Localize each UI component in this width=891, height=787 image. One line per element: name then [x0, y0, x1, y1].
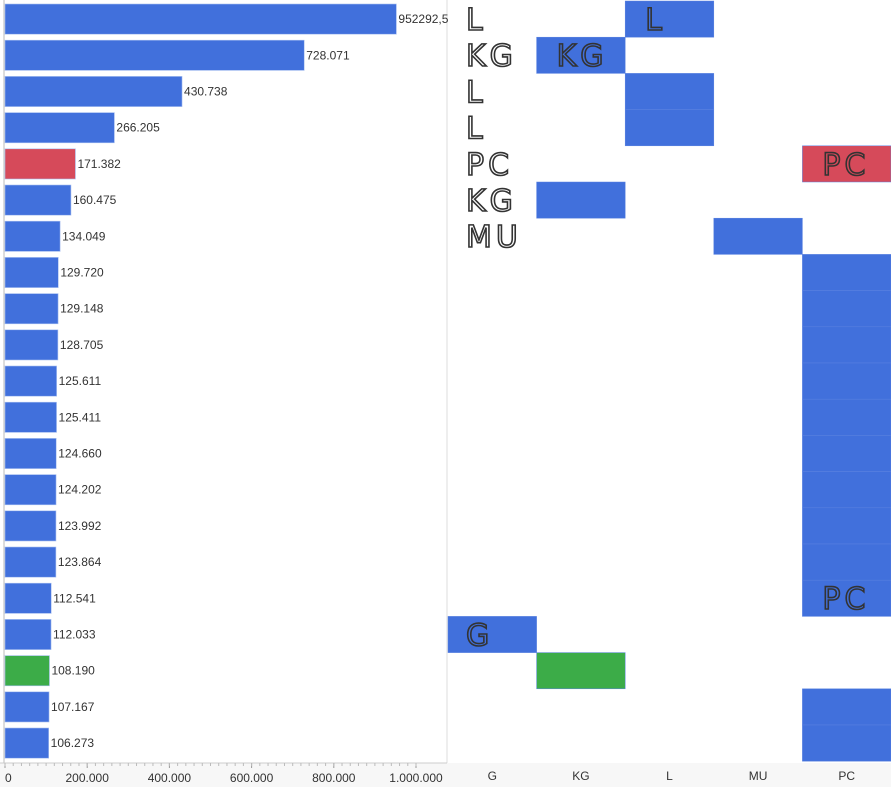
heatmap-cell: [802, 398, 891, 436]
bar-data-label: 112.541: [53, 591, 96, 605]
handwritten-annotation: L: [645, 3, 666, 38]
bar-data-label: 728.071: [306, 48, 350, 62]
bar-data-label: 160.475: [73, 193, 117, 207]
heatmap-cell: [624, 109, 715, 147]
bar: [4, 582, 52, 614]
bar-data-label: 128.705: [60, 338, 104, 352]
heatmap-cell: [802, 326, 891, 364]
x-tick-label: 400.000: [148, 771, 192, 785]
heatmap-cell: [802, 290, 891, 328]
heatmap-cell: [624, 73, 715, 110]
bar: [4, 220, 61, 252]
heatmap-column-label: PC: [838, 769, 855, 783]
bar: [4, 184, 72, 216]
heatmap-cell: [802, 507, 891, 545]
bar: [4, 691, 50, 723]
bar: [4, 257, 59, 288]
heatmap-column-label: G: [488, 769, 497, 783]
heatmap-cell: [447, 616, 537, 653]
bar: [4, 112, 115, 144]
bar: [4, 39, 305, 71]
x-tick-label: 800.000: [312, 771, 356, 785]
bar-data-label: 124.660: [58, 447, 102, 461]
heatmap-cell: [802, 579, 891, 617]
handwritten-annotation: MU: [466, 220, 522, 255]
bar-data-label: 129.148: [60, 302, 104, 316]
heatmap-cell: [802, 254, 891, 291]
bar: [4, 76, 183, 107]
bar: [4, 619, 52, 650]
bar-data-label: 106.273: [51, 736, 95, 750]
bar: [4, 293, 59, 325]
bar-data-label: 952292,5: [398, 12, 448, 26]
bar-data-label: 112.033: [53, 628, 96, 642]
handwritten-annotation: PC: [466, 148, 513, 183]
heatmap-cell: [802, 724, 891, 762]
x-tick-label: 1.000.000: [389, 771, 443, 785]
bar: [4, 401, 57, 433]
heatmap-cell: [802, 543, 891, 581]
heatmap-cell: [536, 36, 626, 74]
handwritten-annotation: PC: [822, 148, 869, 183]
bar: [4, 546, 57, 578]
handwritten-annotation: PC: [822, 582, 869, 617]
bar-data-label: 124.202: [58, 483, 102, 497]
heatmap-cell: [536, 181, 626, 219]
handwritten-annotation: L: [466, 112, 487, 147]
heatmap-column-label: KG: [572, 769, 589, 783]
handwritten-annotation: L: [466, 3, 487, 38]
bar-data-label: 430.738: [184, 85, 228, 99]
bar-data-label: 123.864: [58, 555, 102, 569]
heatmap-cell: [802, 145, 891, 183]
handwritten-annotation: L: [466, 75, 487, 110]
bar: [4, 3, 397, 35]
bar: [4, 148, 76, 180]
bar: [4, 438, 57, 469]
bar-data-label: 171.382: [77, 157, 121, 171]
bar: [4, 727, 49, 759]
handwritten-annotation: KG: [466, 184, 517, 219]
bar-data-label: 125.411: [59, 410, 102, 424]
bar-data-label: 125.611: [59, 374, 102, 388]
heatmap-cell: [802, 362, 891, 400]
heatmap-column-label: MU: [749, 769, 768, 783]
heatmap-cell: [802, 435, 891, 472]
bar: [4, 329, 59, 361]
bar-data-label: 134.049: [62, 229, 106, 243]
handwritten-annotation: G: [466, 618, 493, 653]
heatmap-cell: [802, 688, 891, 726]
bar: [4, 474, 57, 506]
handwritten-annotation: KG: [466, 39, 517, 74]
heatmap-cell: [802, 471, 891, 509]
bar: [4, 655, 50, 687]
bar-data-label: 107.167: [51, 700, 95, 714]
x-tick-label: 200.000: [66, 771, 110, 785]
bar-data-label: 108.190: [51, 664, 95, 678]
heatmap-cell: [713, 217, 803, 255]
x-tick-label: 600.000: [230, 771, 274, 785]
axis-background: [0, 763, 891, 787]
x-tick-label: 0: [5, 771, 12, 785]
bar-data-label: 123.992: [58, 519, 102, 533]
handwritten-annotation: KG: [557, 39, 608, 74]
bar: [4, 365, 57, 397]
heatmap-cell: [624, 0, 715, 38]
bar-data-label: 129.720: [60, 266, 104, 280]
bar-data-label: 266.205: [116, 121, 160, 135]
heatmap-cell: [536, 652, 626, 690]
heatmap-column-label: L: [666, 769, 673, 783]
bar: [4, 510, 57, 542]
